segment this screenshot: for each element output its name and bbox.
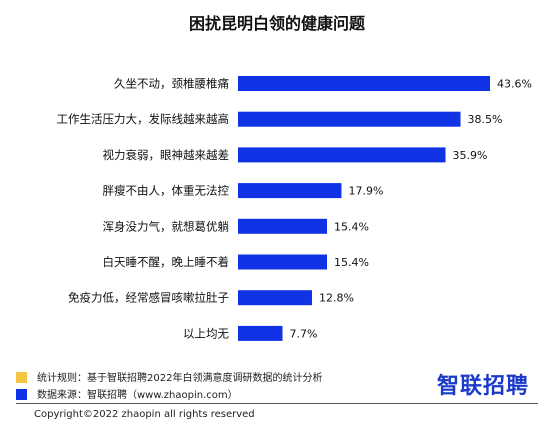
category-label: 工作生活压力大，发际线越来越高 bbox=[57, 112, 230, 126]
category-label: 久坐不动，颈椎腰椎痛 bbox=[114, 77, 229, 91]
legend-stats-rule-text: 统计规则：基于智联招聘2022年白领满意度调研数据的统计分析 bbox=[37, 373, 323, 384]
bar bbox=[238, 111, 461, 127]
bar bbox=[238, 254, 328, 270]
value-label: 43.6% bbox=[497, 78, 532, 91]
zhaopin-logo: 智联招聘 bbox=[437, 368, 529, 400]
value-label: 38.5% bbox=[468, 113, 503, 126]
bar-chart: 久坐不动，颈椎腰椎痛 43.6% 工作生活压力大，发际线越来越高 38.5% 视力衰弱，… bbox=[57, 76, 532, 341]
bar bbox=[238, 218, 328, 234]
category-label: 浑身没力气，就想葛优躺 bbox=[103, 219, 230, 233]
bar bbox=[238, 76, 490, 91]
chart-title: 困扰昆明白领的健康问题 bbox=[188, 14, 365, 33]
value-label: 15.4% bbox=[334, 220, 369, 233]
legend-data-source: 数据来源：智联招聘（www.zhaopin.com） bbox=[16, 386, 238, 401]
legend-data-source-text: 数据来源：智联招聘（www.zhaopin.com） bbox=[37, 390, 238, 401]
category-label: 胖瘦不由人，体重无法控 bbox=[103, 184, 230, 198]
copyright-text: Copyright©2022 zhaopin all rights reserv… bbox=[34, 409, 255, 420]
logo-text: 智联招聘 bbox=[437, 374, 530, 399]
value-label: 7.7% bbox=[290, 327, 318, 340]
value-label: 15.4% bbox=[334, 256, 369, 269]
footer-divider bbox=[16, 403, 538, 404]
value-label: 17.9% bbox=[348, 185, 383, 198]
category-label: 免疫力低，经常感冒咳嗽拉肚子 bbox=[68, 291, 229, 305]
bar bbox=[238, 147, 446, 163]
legend-swatch-blue bbox=[16, 389, 27, 400]
bar bbox=[238, 290, 312, 306]
value-label: 35.9% bbox=[452, 149, 487, 162]
bar bbox=[238, 325, 283, 341]
legend-swatch-yellow bbox=[16, 372, 27, 383]
value-label: 12.8% bbox=[319, 292, 354, 305]
category-label: 以上均无 bbox=[183, 326, 229, 340]
category-label: 视力衰弱，眼神越来越差 bbox=[103, 148, 230, 162]
legend-stats-rule: 统计规则：基于智联招聘2022年白领满意度调研数据的统计分析 bbox=[16, 369, 322, 384]
bar bbox=[238, 183, 342, 199]
category-label: 白天睡不醒，晚上睡不着 bbox=[103, 255, 230, 269]
